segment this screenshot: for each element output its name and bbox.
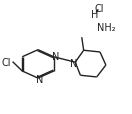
Text: NH₂: NH₂ bbox=[97, 23, 116, 33]
Text: N: N bbox=[70, 59, 77, 69]
Text: Cl: Cl bbox=[95, 4, 104, 14]
Text: Cl: Cl bbox=[2, 58, 11, 68]
Text: H: H bbox=[91, 10, 98, 20]
Text: N: N bbox=[36, 74, 43, 84]
Text: N: N bbox=[52, 52, 59, 62]
